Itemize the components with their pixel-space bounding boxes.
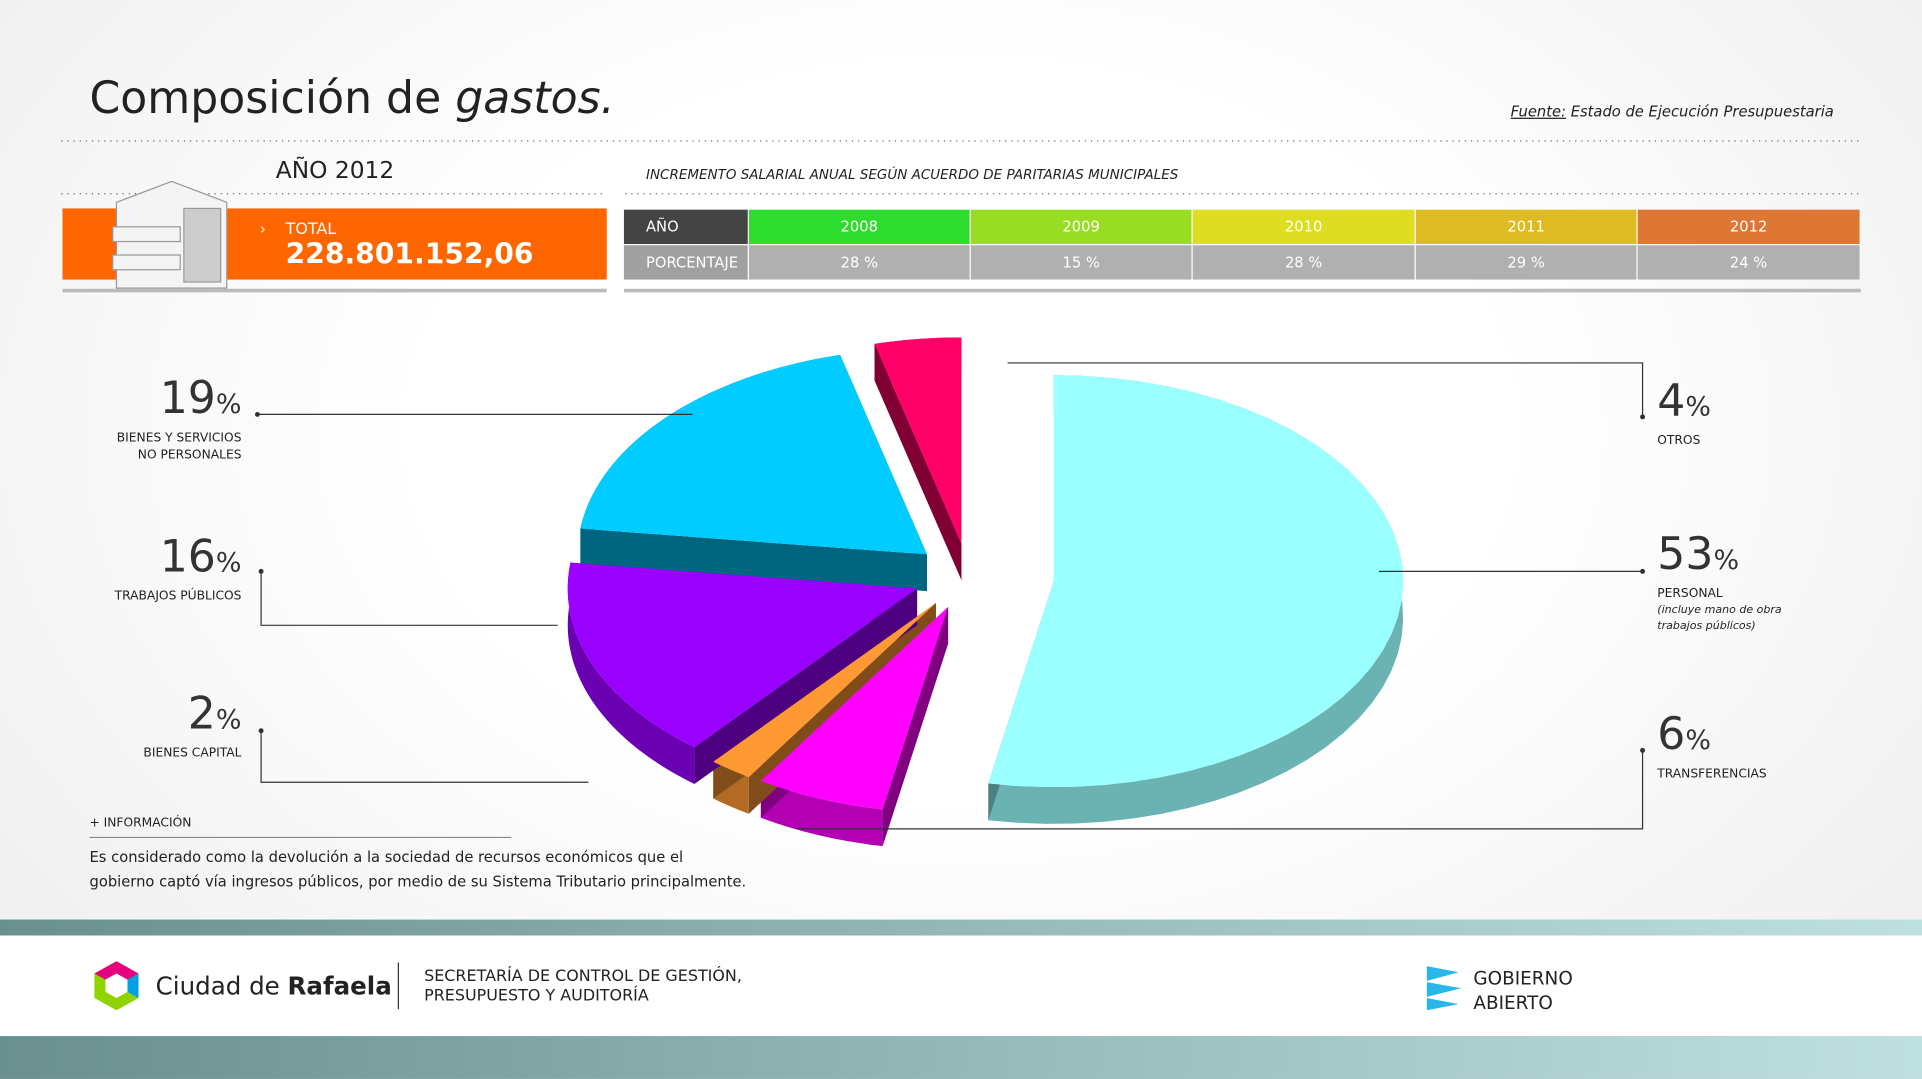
leader-dot xyxy=(258,728,264,734)
department: SECRETARÍA DE CONTROL DE GESTIÓN, PRESUP… xyxy=(424,967,742,1006)
footer-band xyxy=(0,1036,1922,1079)
category-label: TRABAJOS PÚBLICOS xyxy=(114,589,242,604)
value-label: 6 xyxy=(1657,709,1686,761)
title-italic: gastos. xyxy=(455,73,615,124)
category-label: OTROS xyxy=(1657,434,1701,448)
table-cell: 2012 xyxy=(1637,209,1860,244)
category-label: BIENES CAPITAL xyxy=(143,746,242,761)
percent: 6% xyxy=(1657,711,1766,766)
pie-label: 6% TRANSFERENCIAS xyxy=(1657,711,1766,783)
value-label: 2 xyxy=(187,689,216,740)
slice xyxy=(874,337,962,544)
table-cell: 24 % xyxy=(1637,245,1860,280)
slice-cut xyxy=(882,607,949,847)
percent: 2% xyxy=(143,689,242,745)
category-label: TRANSFERENCIAS xyxy=(1657,767,1767,782)
unit: % xyxy=(215,548,242,579)
table-cell: 28 % xyxy=(748,245,970,280)
footer-band xyxy=(0,919,1922,936)
pie-label: 19% BIENES Y SERVICIOS NO PERSONALES xyxy=(117,375,242,465)
table-cell: 2009 xyxy=(970,209,1192,244)
pie-label: 4% OTROS xyxy=(1657,376,1711,450)
category-label: PERSONAL xyxy=(1657,587,1723,601)
chevron: › xyxy=(259,220,266,238)
leader-line xyxy=(260,730,589,783)
slice xyxy=(567,562,918,748)
title-text: Composición de xyxy=(89,73,442,124)
unit: % xyxy=(1685,725,1711,757)
table-cell: 2010 xyxy=(1192,209,1415,244)
category-note: (incluye mano de obra trabajos públicos) xyxy=(1657,604,1782,633)
source-text: Estado de Ejecución Presupuestaria xyxy=(1570,102,1834,121)
slice xyxy=(760,607,949,810)
percent: 4% xyxy=(1657,376,1711,433)
brand-bold: Rafaela xyxy=(287,971,392,1001)
leader-dot xyxy=(254,411,260,417)
rafaela-logo xyxy=(94,961,139,1011)
building-icon xyxy=(112,180,228,289)
slice-cut xyxy=(694,588,918,784)
leader-dot xyxy=(1640,747,1646,753)
leader-line xyxy=(796,750,1644,830)
info-title: + INFORMACIÓN xyxy=(89,816,192,831)
brand-text: Ciudad de xyxy=(155,971,280,1001)
info-text: Es considerado como la devolución a la s… xyxy=(89,848,747,891)
slice-side xyxy=(567,562,695,784)
table-cell: 28 % xyxy=(1192,245,1415,280)
leader-dot xyxy=(1640,568,1646,574)
source-label: Fuente: xyxy=(1510,102,1567,121)
title: Composición de gastos. xyxy=(89,74,614,124)
pie-label: 16% TRABAJOS PÚBLICOS xyxy=(115,533,242,605)
leader-line xyxy=(260,571,558,626)
unit: % xyxy=(1713,545,1740,577)
percent: 16% xyxy=(115,533,242,588)
slice-side xyxy=(760,780,883,847)
table-caption: INCREMENTO SALARIAL ANUAL SEGÚN ACUERDO … xyxy=(645,166,1179,183)
slice-cut xyxy=(874,343,962,581)
percent: 53% xyxy=(1657,529,1781,586)
leader-dot xyxy=(258,568,264,574)
value-label: 4 xyxy=(1657,376,1686,427)
percent: 19% xyxy=(117,375,242,430)
table-cell: 2011 xyxy=(1415,209,1637,244)
slice xyxy=(988,375,1404,788)
year: AÑO 2012 xyxy=(275,156,395,184)
value-label: 19 xyxy=(159,373,216,425)
table-cell: PORCENTAJE xyxy=(623,245,748,280)
unit: % xyxy=(1685,392,1711,424)
open-gov: GOBIERNO ABIERTO xyxy=(1473,967,1573,1014)
unit: % xyxy=(215,389,242,421)
brand: Ciudad de Rafaela xyxy=(156,971,392,1000)
leader-dot xyxy=(1640,414,1646,420)
pie-label: 53% PERSONAL (incluye mano de obra trabajo… xyxy=(1657,529,1782,635)
table-cell: AÑO xyxy=(623,209,748,244)
slice-cut xyxy=(580,528,928,592)
slice xyxy=(713,603,936,777)
pie-label: 2% BIENES CAPITAL xyxy=(143,690,241,762)
footer xyxy=(0,935,1922,1037)
table-cell: 29 % xyxy=(1415,245,1637,280)
category-label: BIENES Y SERVICIOS NO PERSONALES xyxy=(116,431,242,463)
value-label: 53 xyxy=(1657,529,1714,580)
source: Fuente: Estado de Ejecución Presupuestar… xyxy=(1511,103,1834,120)
slice xyxy=(580,354,928,555)
table-cell: 15 % xyxy=(970,245,1192,280)
gobierno-logo xyxy=(1426,966,1462,1011)
leader-line xyxy=(1007,362,1644,417)
total-label: TOTAL xyxy=(285,220,337,240)
value-label: 16 xyxy=(159,532,216,583)
unit: % xyxy=(215,705,242,736)
total: 228.801.152,06 xyxy=(285,239,534,271)
table-cell: 2008 xyxy=(748,209,970,244)
